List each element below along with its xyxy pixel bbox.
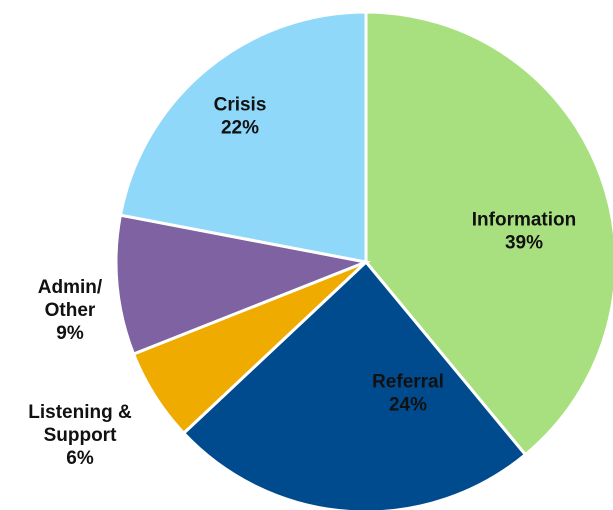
slice-label: Listening &	[28, 402, 132, 423]
value-label: 9%	[56, 323, 84, 344]
pie-slice	[114, 213, 372, 356]
slice-label: Other	[45, 300, 96, 321]
value-label: 22%	[221, 118, 259, 139]
pie-slice	[118, 10, 368, 264]
slice-label: Crisis	[214, 95, 267, 116]
slice-label: Support	[44, 425, 117, 446]
slice-label: Information	[472, 210, 577, 231]
slice-label: Referral	[372, 372, 444, 393]
value-label: 39%	[505, 233, 543, 254]
value-label: 6%	[66, 448, 94, 469]
value-label: 24%	[389, 395, 427, 416]
pie-slice	[181, 259, 528, 510]
slice-label: Admin/	[38, 277, 103, 298]
pie-slice	[364, 10, 613, 457]
